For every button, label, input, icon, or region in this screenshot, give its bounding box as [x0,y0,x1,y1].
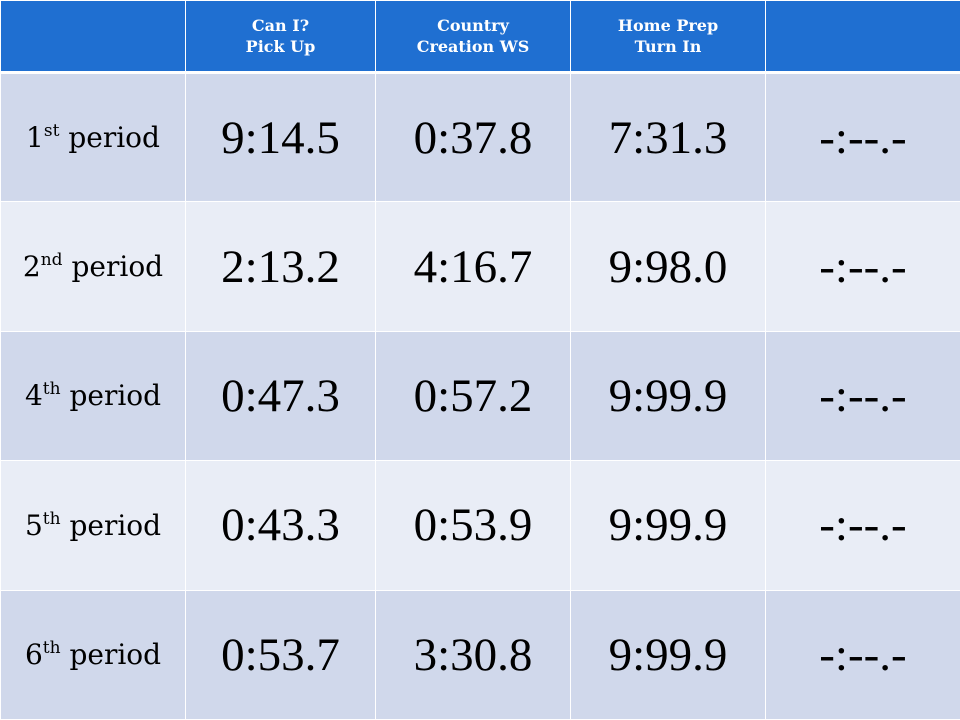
period-suffix: st [43,121,60,142]
time-value: 0:47.3 [185,330,376,462]
period-word: period [59,121,160,155]
period-word: period [60,379,162,413]
period-label: 1st period [0,71,186,203]
time-value: 0:57.2 [375,330,571,462]
time-value: 2:13.2 [185,201,376,332]
period-suffix: th [42,379,61,400]
period-number: 6 [24,638,43,672]
header-row: Can I? Pick Up Country Creation WS Home … [0,0,960,74]
time-value: 3:30.8 [375,589,571,720]
time-value: 0:37.8 [375,71,571,203]
period-number: 5 [24,508,43,542]
time-value: 9:99.9 [570,460,766,591]
time-value: 9:99.9 [570,330,766,462]
period-suffix: th [42,638,61,659]
period-label: 5th period [0,460,186,591]
header-empty-cell [0,0,186,74]
time-value: -:--.- [765,330,960,462]
time-value: -:--.- [765,71,960,203]
time-value: 0:43.3 [185,460,376,591]
header-line: Home Prep [617,16,719,35]
header-home-prep-turn-in: Home Prep Turn In [570,0,766,74]
table-row: 6th period 0:53.7 3:30.8 9:99.9 -:--.- [0,589,960,720]
header-line: Creation WS [416,37,530,56]
table-row: 2nd period 2:13.2 4:16.7 9:98.0 -:--.- [0,201,960,332]
time-value: 7:31.3 [570,71,766,203]
time-value: 9:98.0 [570,201,766,332]
period-number: 1 [26,121,44,155]
time-value: 9:99.9 [570,589,766,720]
time-value: -:--.- [765,460,960,591]
header-empty-cell [765,0,960,74]
header-line: Pick Up [245,37,316,56]
period-label: 2nd period [0,201,186,332]
time-value: 0:53.7 [185,589,376,720]
header-country-creation-ws: Country Creation WS [375,0,571,74]
period-label: 4th period [0,330,186,462]
header-line: Can I? [251,16,310,35]
time-value: 4:16.7 [375,201,571,332]
period-suffix: th [42,508,61,529]
period-number: 4 [24,379,43,413]
table-row: 1st period 9:14.5 0:37.8 7:31.3 -:--.- [0,71,960,203]
table-row: 5th period 0:43.3 0:53.9 9:99.9 -:--.- [0,460,960,591]
header-line: Turn In [634,37,702,56]
period-number: 2 [22,250,41,284]
period-word: period [62,250,164,284]
time-value: -:--.- [765,589,960,720]
period-word: period [60,638,162,672]
header-line: Country [437,16,509,35]
time-value: 9:14.5 [185,71,376,203]
header-can-i-pick-up: Can I? Pick Up [185,0,376,74]
time-value: -:--.- [765,201,960,332]
time-value: 0:53.9 [375,460,571,591]
period-word: period [60,508,162,542]
table-row: 4th period 0:47.3 0:57.2 9:99.9 -:--.- [0,330,960,462]
period-suffix: nd [40,250,63,271]
period-label: 6th period [0,589,186,720]
